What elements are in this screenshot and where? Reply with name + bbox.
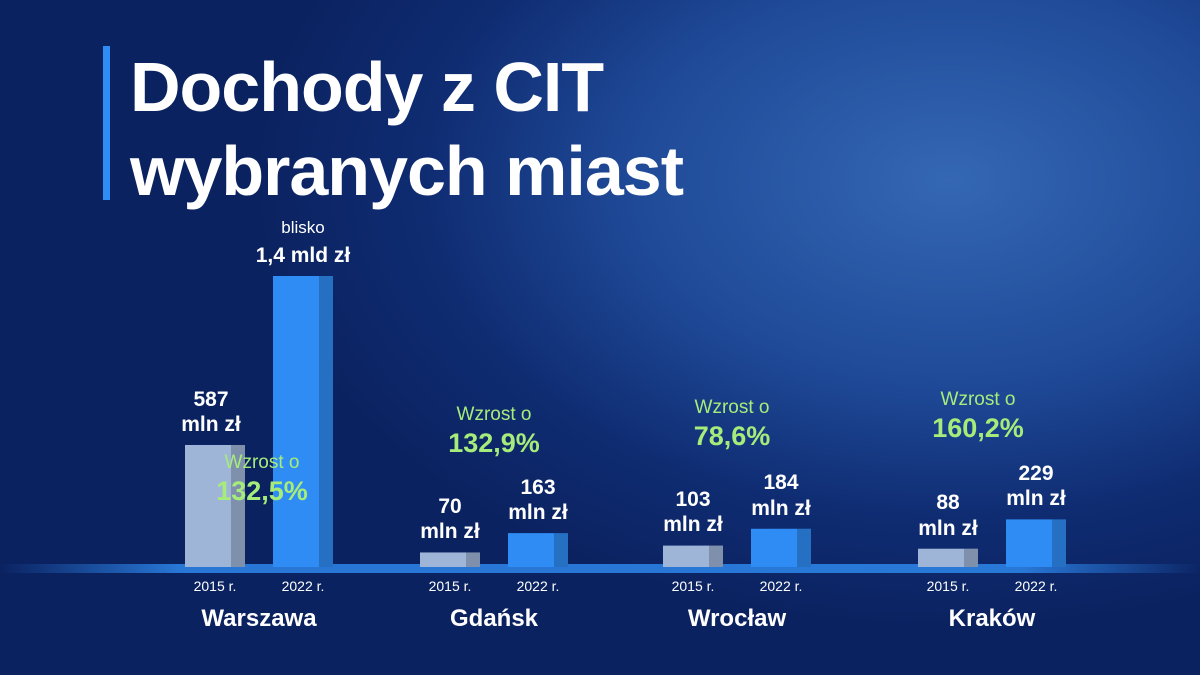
baseline-stripe [0, 564, 1200, 573]
bar [273, 276, 319, 567]
bar-side [466, 552, 480, 567]
year-label: 2015 r. [671, 578, 715, 594]
growth-label: 160,2% [932, 413, 1024, 443]
year-label: 2022 r. [516, 578, 560, 594]
year-label: 2022 r. [759, 578, 803, 594]
bar [663, 545, 709, 567]
city-label: Wrocław [687, 605, 787, 632]
bar [1006, 519, 1052, 567]
value-label: 88 mln zł [918, 491, 978, 540]
value-label: 163 mln zł [508, 475, 568, 524]
value-label: 184 mln zł [751, 471, 811, 520]
bar-side [709, 545, 723, 567]
year-label: 2022 r. [1014, 578, 1058, 594]
year-label: 2015 r. [428, 578, 472, 594]
bar-side [1052, 519, 1066, 567]
growth-label: 132,9% [448, 428, 540, 458]
bar-side-shade [466, 552, 480, 567]
bar-side [319, 276, 333, 567]
year-label: 2015 r. [926, 578, 970, 594]
growth-prefix: Wzrost o [224, 452, 300, 473]
bar-side [231, 444, 245, 567]
bar [185, 444, 231, 567]
bar-side-shade [964, 548, 978, 567]
bar-side-shade [709, 545, 723, 567]
bar [420, 552, 466, 567]
city-label: Kraków [948, 605, 1036, 632]
title-line: Dochody z CIT [130, 48, 604, 126]
city-label: Warszawa [201, 605, 317, 632]
bar [508, 533, 554, 567]
growth-prefix: Wzrost o [456, 404, 532, 425]
year-label: 2015 r. [193, 578, 237, 594]
annotation: blisko [281, 218, 325, 237]
bar [918, 548, 964, 567]
value-label: 70 mln zł [420, 495, 480, 544]
value-label: 1,4 mld zł [255, 243, 351, 267]
growth-prefix: Wzrost o [694, 397, 770, 418]
bar-side-shade [231, 444, 245, 567]
city-label: Gdańsk [449, 605, 539, 632]
bar-side [964, 548, 978, 567]
title-line: wybranych miast [130, 132, 684, 210]
accent-bar [103, 46, 110, 200]
bar-side [797, 528, 811, 567]
growth-label: 78,6% [693, 421, 771, 451]
value-label: 587 mln zł [181, 387, 241, 436]
value-label: 103 mln zł [663, 488, 723, 537]
growth-label: 132,5% [216, 476, 308, 506]
year-label: 2022 r. [281, 578, 325, 594]
growth-prefix: Wzrost o [940, 389, 1016, 410]
value-label: 229 mln zł [1006, 462, 1066, 511]
bar-side-shade [554, 533, 568, 567]
bar-side [554, 533, 568, 567]
bar-side-shade [1052, 519, 1066, 567]
bar-side-shade [797, 528, 811, 567]
bar [751, 528, 797, 567]
bar-side-shade [319, 276, 333, 567]
